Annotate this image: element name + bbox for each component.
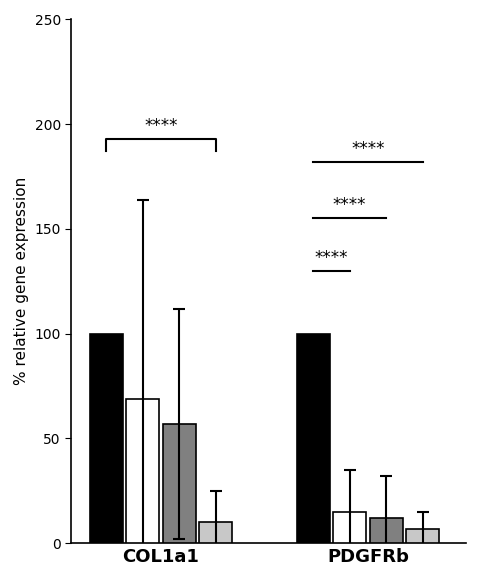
- Bar: [199, 523, 232, 543]
- Bar: [297, 334, 330, 543]
- Text: ****: ****: [351, 140, 384, 158]
- Text: ****: ****: [333, 196, 366, 214]
- Bar: [163, 424, 196, 543]
- Bar: [370, 518, 403, 543]
- Bar: [126, 398, 159, 543]
- Y-axis label: % relative gene expression: % relative gene expression: [14, 177, 29, 386]
- Text: ****: ****: [314, 249, 348, 267]
- Bar: [406, 528, 439, 543]
- Text: ****: ****: [144, 117, 178, 135]
- Bar: [333, 512, 366, 543]
- Bar: [89, 334, 122, 543]
